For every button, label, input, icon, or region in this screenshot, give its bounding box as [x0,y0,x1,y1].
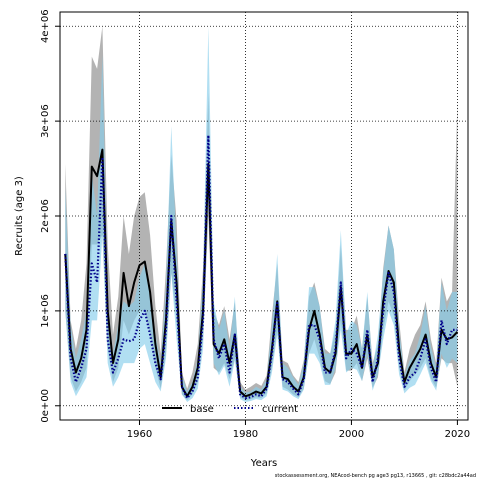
y-tick-label: 0e+00 [40,389,51,423]
footer-note: stockassessment.org, NEAcod-bench pg age… [275,473,476,479]
x-tick-label: 1960 [127,429,152,440]
legend: base current [162,404,298,415]
y-axis: 0e+00 1e+06 2e+06 3e+06 4e+06 [40,9,60,423]
series-line-base [64,148,459,398]
series-lines [64,134,459,400]
x-tick-label: 2000 [339,429,364,440]
band-current [65,26,458,402]
y-axis-label: Recruits (age 3) [14,176,25,256]
y-tick-label: 3e+06 [40,104,51,138]
x-axis: 1960 1980 2000 2020 [127,420,470,440]
x-axis-label: Years [250,458,277,469]
grid-lines [60,12,468,420]
legend-label-current: current [262,404,298,415]
y-tick-label: 1e+06 [40,294,51,328]
y-tick-label: 2e+06 [40,199,51,233]
x-tick-label: 2020 [445,429,470,440]
legend-label-base: base [190,404,214,415]
y-tick-label: 4e+06 [40,9,51,43]
x-tick-label: 1980 [233,429,258,440]
